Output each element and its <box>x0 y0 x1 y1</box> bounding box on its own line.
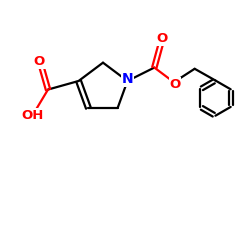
Text: O: O <box>34 56 45 68</box>
Text: N: N <box>122 72 133 86</box>
Text: OH: OH <box>21 109 43 122</box>
Text: O: O <box>156 32 167 45</box>
Text: O: O <box>170 78 181 91</box>
